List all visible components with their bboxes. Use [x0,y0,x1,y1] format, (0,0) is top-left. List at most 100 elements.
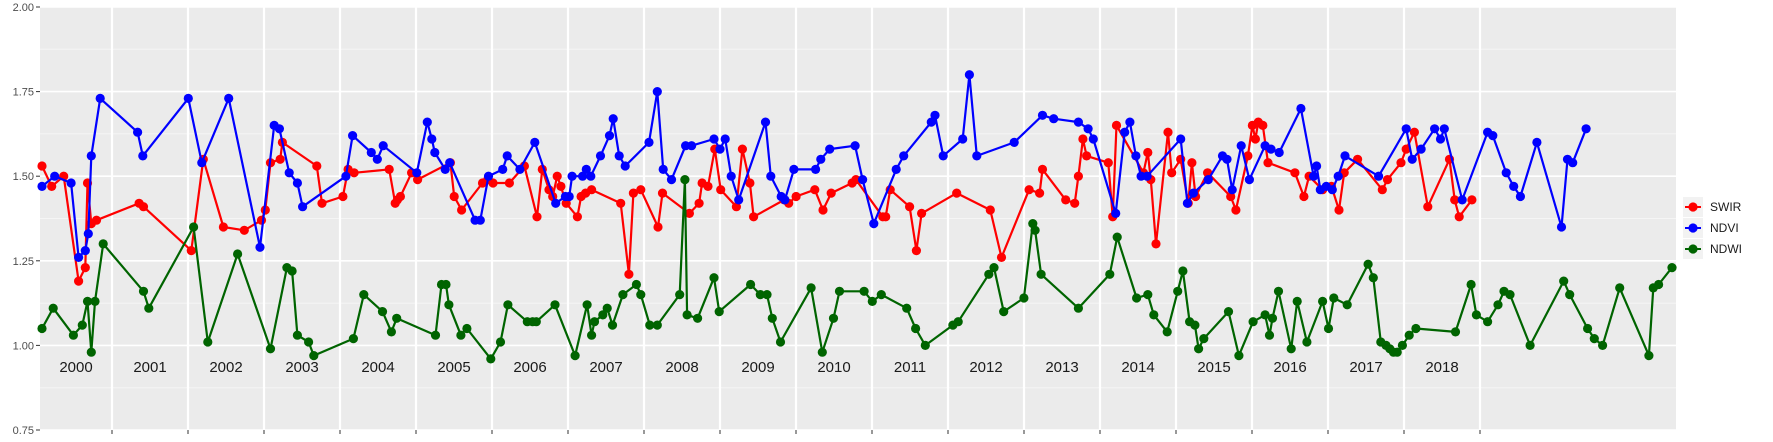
data-point-ndwi [233,249,243,259]
data-point-ndwi [495,337,506,347]
data-point-swir [91,215,102,225]
data-point-swir [917,208,927,218]
data-point-swir [1024,185,1034,195]
year-label: 2010 [817,359,850,376]
data-point-ndvi [858,175,868,185]
data-point-swir [449,191,459,202]
data-point-ndvi [620,161,630,171]
data-point-swir [1231,205,1241,215]
legend-point-ndwi [1688,244,1698,254]
data-point-ndwi [444,300,454,310]
data-point-swir [413,175,423,185]
data-point-ndwi [48,303,58,313]
data-point-swir [1250,134,1260,144]
data-point-ndwi [570,351,580,361]
data-point-ndwi [1178,266,1188,276]
data-point-ndvi [284,168,294,178]
data-point-ndvi [502,151,512,161]
data-point-ndwi [1248,317,1258,327]
data-point-ndvi [760,117,771,127]
year-label: 2012 [969,359,1002,376]
data-point-ndwi [292,330,302,340]
data-point-swir [1111,120,1122,130]
data-point-swir [338,191,348,202]
year-label: 2014 [1121,359,1154,376]
data-point-ndwi [1292,296,1302,306]
data-point-ndwi [1318,296,1328,306]
data-point-ndwi [953,317,963,327]
data-point-ndvi [37,181,47,191]
data-point-ndvi [666,175,677,185]
x-axis [111,430,1481,434]
data-point-swir [1290,168,1300,178]
data-point-swir [1061,195,1071,205]
data-point-ndwi [377,307,388,317]
data-point-swir [239,225,249,235]
data-point-ndvi [1073,117,1083,127]
data-point-swir [1467,195,1477,205]
data-point-ndwi [1223,307,1234,317]
y-tick-label: 1.50 [13,171,34,183]
data-point-ndwi [1234,351,1244,361]
data-point-ndvi [586,171,596,181]
data-point-swir [504,178,514,188]
data-point-swir [138,202,149,212]
data-point-ndwi [77,320,87,330]
data-point-ndwi [806,283,816,293]
data-point-ndwi [1019,293,1029,303]
y-tick-label: 2.00 [13,2,34,14]
y-tick-label: 0.75 [13,425,34,437]
data-point-ndwi [430,330,441,340]
data-point-ndvi [50,171,60,181]
data-point-ndvi [341,171,351,181]
data-point-ndvi [80,246,90,256]
data-point-ndwi [1654,279,1664,290]
data-point-ndvi [378,141,388,151]
data-point-ndwi [90,296,100,306]
data-point-swir [1070,198,1080,208]
data-point-ndwi [755,290,765,300]
data-point-ndwi [1264,330,1275,340]
data-point-ndvi [255,242,265,252]
data-point-ndvi [869,219,879,229]
data-point-ndvi [1176,134,1186,144]
data-point-ndwi [867,296,877,306]
data-point-swir [275,154,285,164]
data-point-ndwi [589,317,600,327]
data-point-ndvi [1037,110,1048,120]
data-point-ndvi [1374,171,1384,181]
data-point-swir [1035,188,1045,198]
year-label: 2016 [1273,359,1306,376]
year-labels: 2000 2001 2002 2003 2004 2005 2006 2007 2008 2009… [59,359,1458,376]
data-point-ndvi [498,164,508,174]
data-point-swir [1382,175,1393,185]
data-point-swir [587,185,597,195]
data-point-swir [1334,205,1344,215]
data-point-ndvi [1274,147,1284,158]
series-layer [37,70,1677,364]
data-point-swir [737,144,748,154]
data-point-ndwi [1598,340,1608,350]
data-point-ndwi [1615,283,1625,293]
y-tick-label: 1.00 [13,340,34,352]
data-point-ndwi [999,307,1009,317]
data-point-ndvi [1049,114,1059,124]
data-point-swir [1163,127,1173,137]
data-point-ndwi [550,300,560,310]
data-point-swir [488,178,498,188]
data-point-ndvi [1416,144,1426,154]
data-point-ndvi [938,151,948,161]
data-point-ndwi [582,300,592,310]
year-label: 2009 [741,359,774,376]
data-point-ndvi [1568,158,1578,168]
data-point-ndvi [1556,222,1567,232]
data-point-ndwi [1173,286,1183,296]
data-point-swir [952,188,962,198]
data-point-ndwi [828,313,839,323]
data-point-swir [1423,202,1433,212]
data-point-ndwi [82,296,93,306]
data-point-ndvi [422,117,432,127]
data-point-ndvi [1430,124,1440,134]
data-point-ndwi [1397,340,1407,350]
data-point-ndwi [675,290,685,300]
